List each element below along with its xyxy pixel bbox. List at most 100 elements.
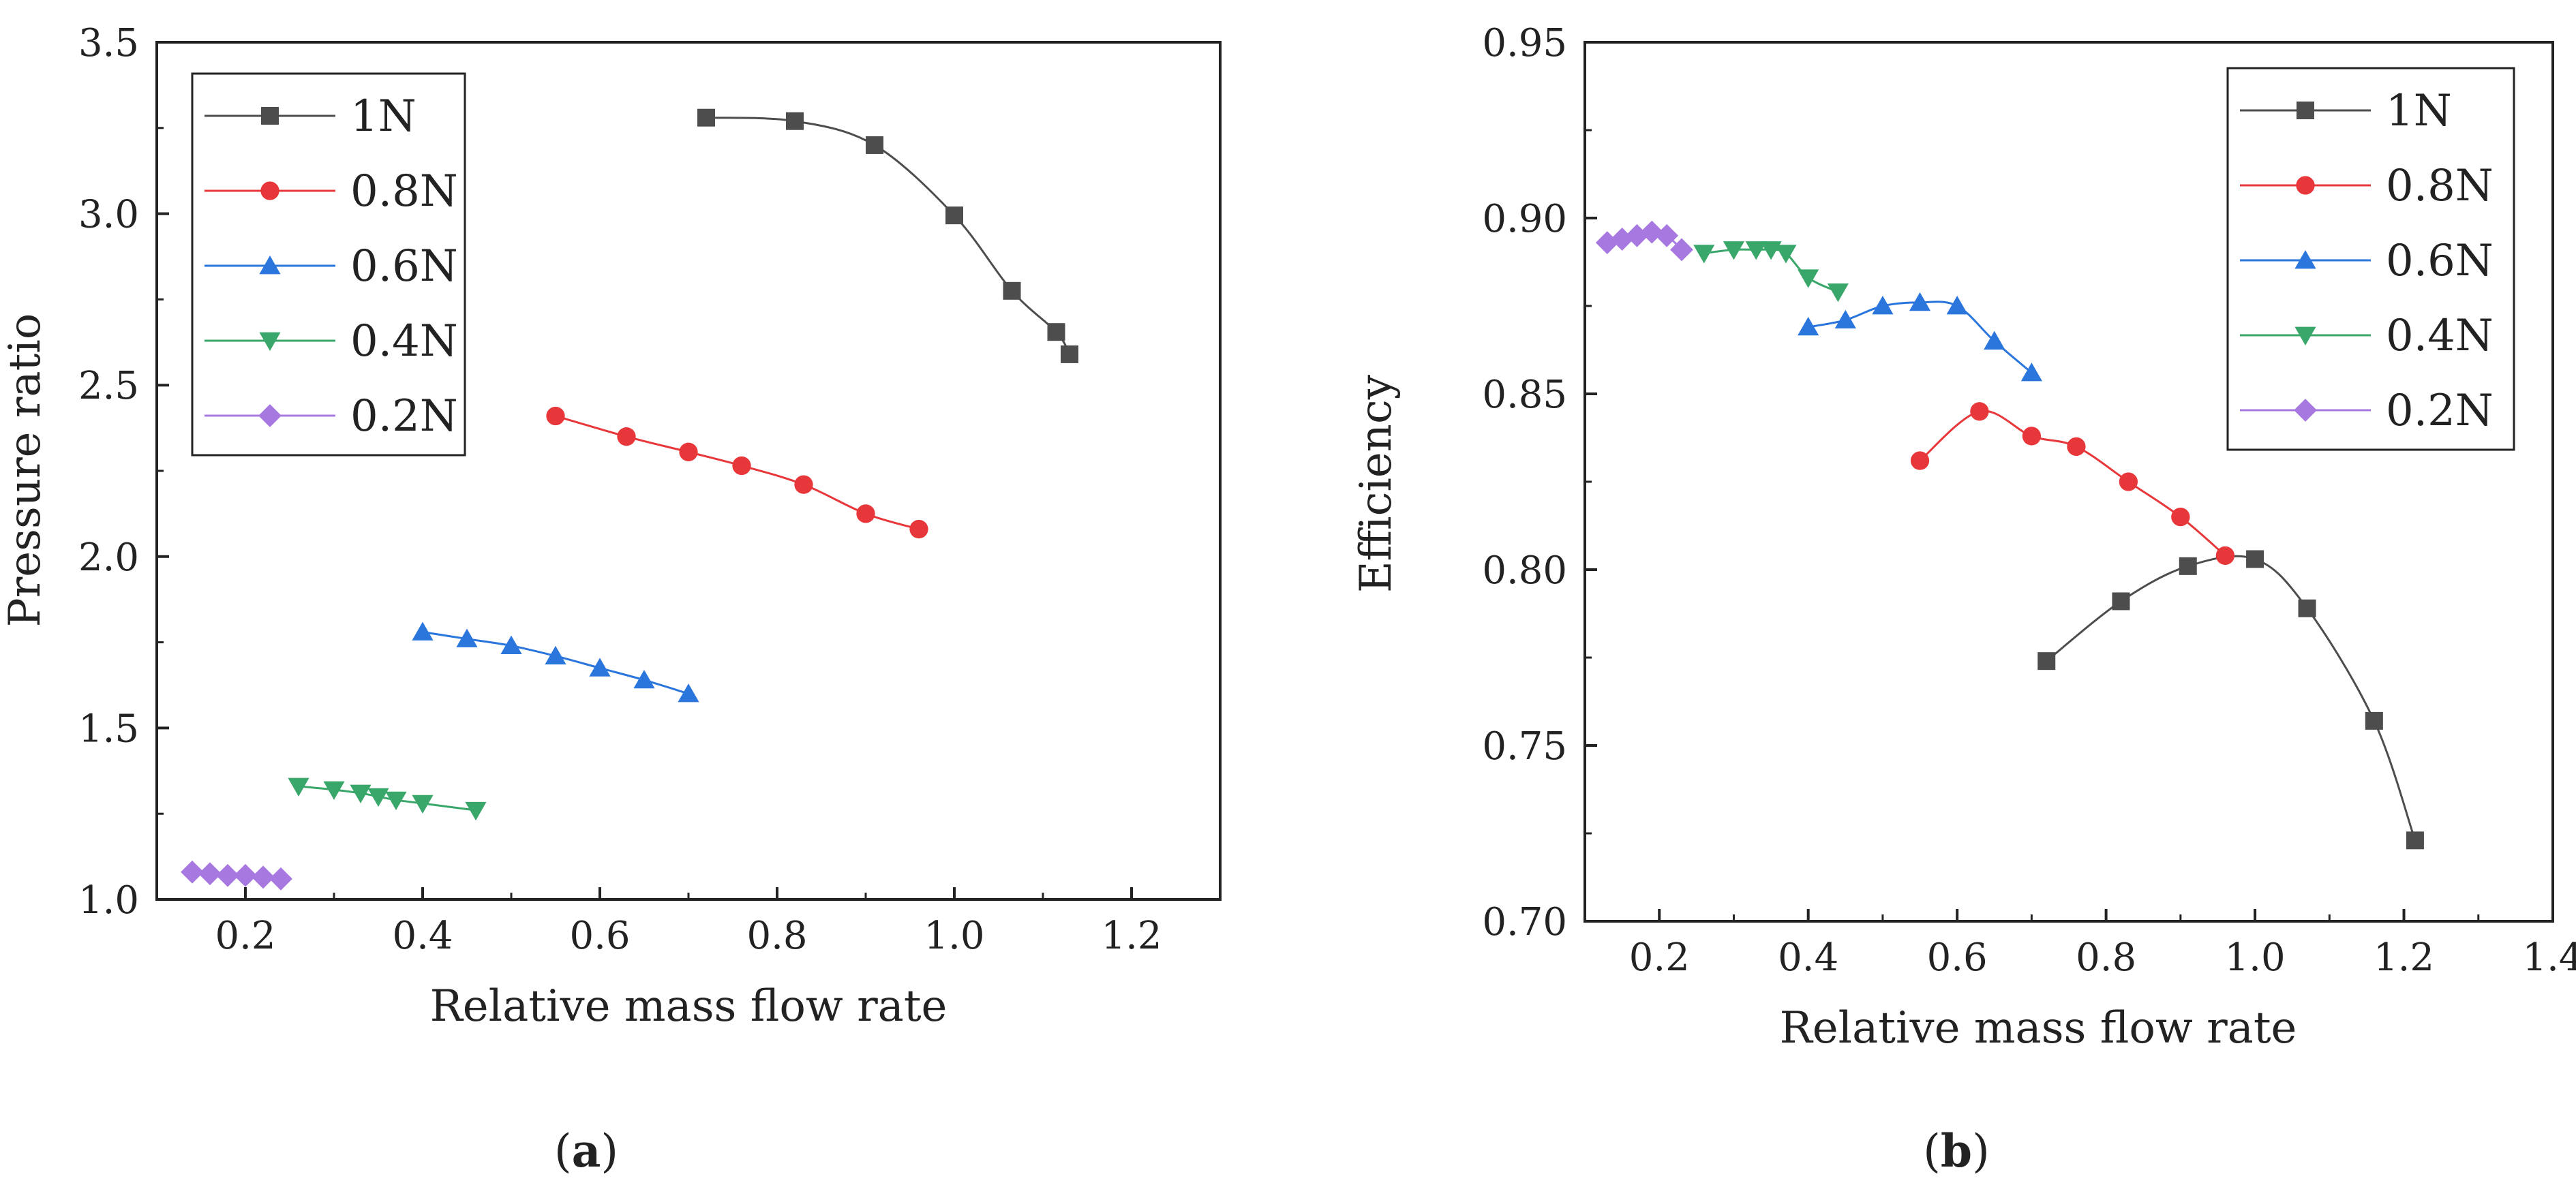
b-data-point-0.2N xyxy=(1625,224,1649,247)
panel-a-x-axis-title: Relative mass flow rate xyxy=(430,981,948,1032)
a-data-point-0.2N xyxy=(181,860,204,884)
a-data-point-1N xyxy=(697,108,715,127)
b-data-point-0.6N xyxy=(1872,296,1894,315)
a-data-point-0.8N xyxy=(856,504,875,523)
a-y-tick-label: 1.5 xyxy=(78,707,139,751)
a-legend-marker xyxy=(261,107,279,125)
a-series-0.8N xyxy=(546,406,928,539)
a-data-point-0.8N xyxy=(679,442,698,461)
a-data-point-0.4N xyxy=(323,781,345,800)
panel-b-ticks: 0.2 0.4 0.6 0.8 1.0 1.2 1.4 0.70 0.75 0.80 0.85 0.9… xyxy=(1482,21,2576,980)
b-data-point-0.8N xyxy=(2171,507,2190,527)
a-legend-box xyxy=(191,72,466,457)
a-y-tick-label: 2.0 xyxy=(78,536,139,580)
b-data-point-1N xyxy=(2298,599,2316,617)
b-data-point-0.4N xyxy=(1723,241,1745,260)
a-series-0.6N xyxy=(412,621,699,703)
b-data-point-0.6N xyxy=(2020,363,2042,382)
a-legend-marker xyxy=(260,181,279,200)
b-legend-label: 1N xyxy=(2386,86,2452,136)
a-data-point-0.6N xyxy=(589,658,611,677)
a-data-point-1N xyxy=(1047,323,1065,341)
a-series-1N xyxy=(697,108,1078,363)
b-legend-marker xyxy=(2297,102,2314,119)
b-data-point-0.4N xyxy=(1827,283,1849,303)
b-y-tick-label: 0.75 xyxy=(1482,724,1567,769)
b-legend-item-0.8N: 0.8N xyxy=(2240,161,2494,211)
a-data-point-0.8N xyxy=(546,406,565,426)
b-legend-label: 0.8N xyxy=(2386,161,2494,211)
a-data-point-0.4N xyxy=(412,795,434,814)
panel-b-x-axis-title: Relative mass flow rate xyxy=(1780,1003,2297,1053)
a-data-point-1N xyxy=(1003,281,1021,300)
b-series-line-0.8N xyxy=(1919,410,2226,557)
panel-b-legend: 1N 0.8N 0.6N 0.4N 0.2N xyxy=(2226,67,2515,451)
b-x-tick-label: 0.4 xyxy=(1778,936,1838,980)
panel-a-caption: (a) xyxy=(554,1124,618,1177)
b-y-tick-label: 0.95 xyxy=(1482,21,1567,65)
a-legend-item-0.6N: 0.6N xyxy=(204,241,458,292)
b-y-tick-label: 0.85 xyxy=(1482,373,1567,417)
a-data-point-0.6N xyxy=(678,683,699,703)
b-legend-label: 0.2N xyxy=(2386,386,2494,436)
b-legend-item-1N: 1N xyxy=(2240,86,2452,136)
b-x-tick-label: 0.2 xyxy=(1629,936,1690,980)
a-data-point-0.6N xyxy=(633,670,655,689)
b-legend-item-0.2N: 0.2N xyxy=(2240,386,2494,436)
panel-b-y-axis-title: Efficiency xyxy=(1351,375,1401,593)
b-legend-item-0.4N: 0.4N xyxy=(2240,311,2494,361)
a-legend-marker xyxy=(258,404,282,427)
a-y-tick-label: 3.0 xyxy=(78,193,139,237)
b-data-point-0.8N xyxy=(1910,451,1930,470)
panel-a-series xyxy=(181,108,1078,891)
b-data-point-0.8N xyxy=(2022,427,2042,446)
b-series-line-0.6N xyxy=(1808,300,2033,374)
b-data-point-0.2N xyxy=(1655,224,1679,247)
a-y-tick-label: 3.5 xyxy=(78,21,139,65)
b-data-point-0.6N xyxy=(1834,309,1856,328)
b-x-tick-label: 0.8 xyxy=(2076,936,2136,980)
a-x-tick-label: 1.0 xyxy=(924,914,984,958)
b-data-point-0.6N xyxy=(1946,296,1968,315)
a-data-point-1N xyxy=(786,112,804,130)
b-data-point-0.2N xyxy=(1595,231,1619,255)
a-data-point-0.4N xyxy=(350,784,372,803)
a-data-point-0.8N xyxy=(794,475,813,494)
b-data-point-1N xyxy=(2406,831,2424,850)
b-data-point-1N xyxy=(2179,557,2197,575)
a-data-point-0.2N xyxy=(216,863,239,887)
b-y-tick-label: 0.80 xyxy=(1482,549,1567,593)
b-series-0.2N xyxy=(1595,220,1693,262)
a-data-point-0.8N xyxy=(909,519,928,539)
b-data-point-0.2N xyxy=(1670,238,1693,262)
panel-a-legend: 1N 0.8N 0.6N 0.4N 0.2N xyxy=(191,72,466,457)
b-data-point-0.4N xyxy=(1775,245,1797,264)
b-data-point-0.8N xyxy=(2119,472,2138,491)
a-x-tick-label: 1.2 xyxy=(1101,914,1162,958)
b-data-point-0.8N xyxy=(1970,402,1989,421)
b-legend-label: 0.6N xyxy=(2386,236,2494,286)
b-data-point-1N xyxy=(2037,652,2056,671)
a-legend-item-1N: 1N xyxy=(204,91,416,142)
b-data-point-1N xyxy=(2246,550,2264,568)
a-legend-label: 0.8N xyxy=(350,166,458,217)
a-data-point-0.2N xyxy=(252,865,275,889)
panel-a-pressure-ratio-chart: 0.2 0.4 0.6 0.8 1.0 1.2 1.0 1.5 2.0 2.5 3.0 3.5 Rel… xyxy=(0,21,1222,1177)
b-data-point-0.8N xyxy=(2067,437,2086,457)
a-legend-item-0.2N: 0.2N xyxy=(204,391,458,442)
b-data-point-0.6N xyxy=(1909,292,1931,311)
b-x-tick-label: 1.2 xyxy=(2374,936,2434,980)
a-data-point-0.2N xyxy=(198,862,222,886)
a-data-point-0.4N xyxy=(465,801,487,821)
a-legend-label: 0.6N xyxy=(350,241,458,292)
panel-a-y-axis-title: Pressure ratio xyxy=(0,313,50,628)
b-legend-label: 0.4N xyxy=(2386,311,2494,361)
b-y-tick-label: 0.90 xyxy=(1482,197,1567,241)
b-data-point-1N xyxy=(2112,592,2130,611)
b-legend-marker xyxy=(2294,250,2316,269)
a-legend-item-0.8N: 0.8N xyxy=(204,166,458,217)
b-series-1N xyxy=(2037,550,2424,850)
a-x-tick-label: 0.4 xyxy=(392,914,453,958)
a-legend-label: 0.2N xyxy=(350,391,458,442)
a-legend-item-0.4N: 0.4N xyxy=(204,316,458,367)
